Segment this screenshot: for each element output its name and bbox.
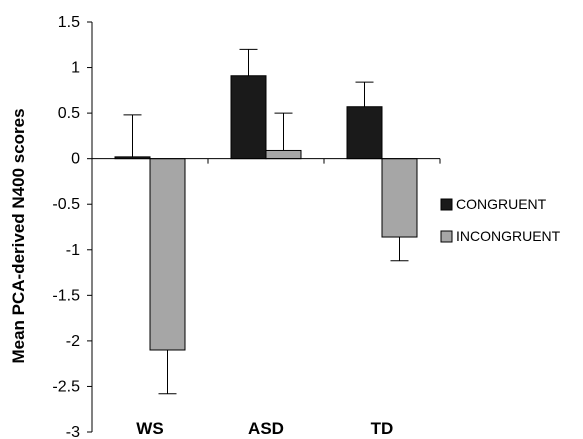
y-tick-label: -3: [66, 424, 80, 439]
y-tick-label: 1.5: [58, 14, 80, 31]
y-tick-label: -0.5: [52, 196, 80, 213]
bar-incongruent-td: [381, 158, 418, 238]
bar-incongruent-asd: [265, 149, 302, 160]
legend: CONGRUENT INCONGRUENT: [440, 196, 561, 244]
y-tick-label: -2: [66, 333, 80, 350]
y-tick-label: -1: [66, 242, 80, 259]
error-bars: [123, 48, 409, 395]
y-tick-label: 0: [71, 151, 80, 168]
bar-incongruent-ws: [149, 158, 186, 351]
y-tick-label: 0.5: [58, 105, 80, 122]
category-labels: WS ASD TD: [136, 419, 393, 438]
y-axis-title: Mean PCA-derived N400 scores: [9, 108, 28, 363]
legend-label: CONGRUENT: [456, 196, 547, 212]
y-tick-label: 1: [71, 60, 80, 77]
y-tick-label: -1.5: [52, 287, 80, 304]
bar-congruent-td: [346, 106, 383, 160]
category-label: WS: [136, 419, 163, 438]
y-axis: [87, 21, 93, 433]
category-label: TD: [371, 419, 394, 438]
category-label: ASD: [248, 419, 284, 438]
legend-swatch: [440, 198, 453, 211]
y-tick-labels: 1.5 1 0.5 0 -0.5 -1 -1.5 -2 -2.5 -3: [52, 14, 80, 439]
bar-congruent-asd: [230, 75, 267, 160]
x-axis: [91, 158, 441, 164]
bars: [114, 75, 418, 351]
y-tick-label: -2.5: [52, 378, 80, 395]
legend-label: INCONGRUENT: [456, 228, 561, 244]
legend-swatch: [440, 230, 453, 243]
